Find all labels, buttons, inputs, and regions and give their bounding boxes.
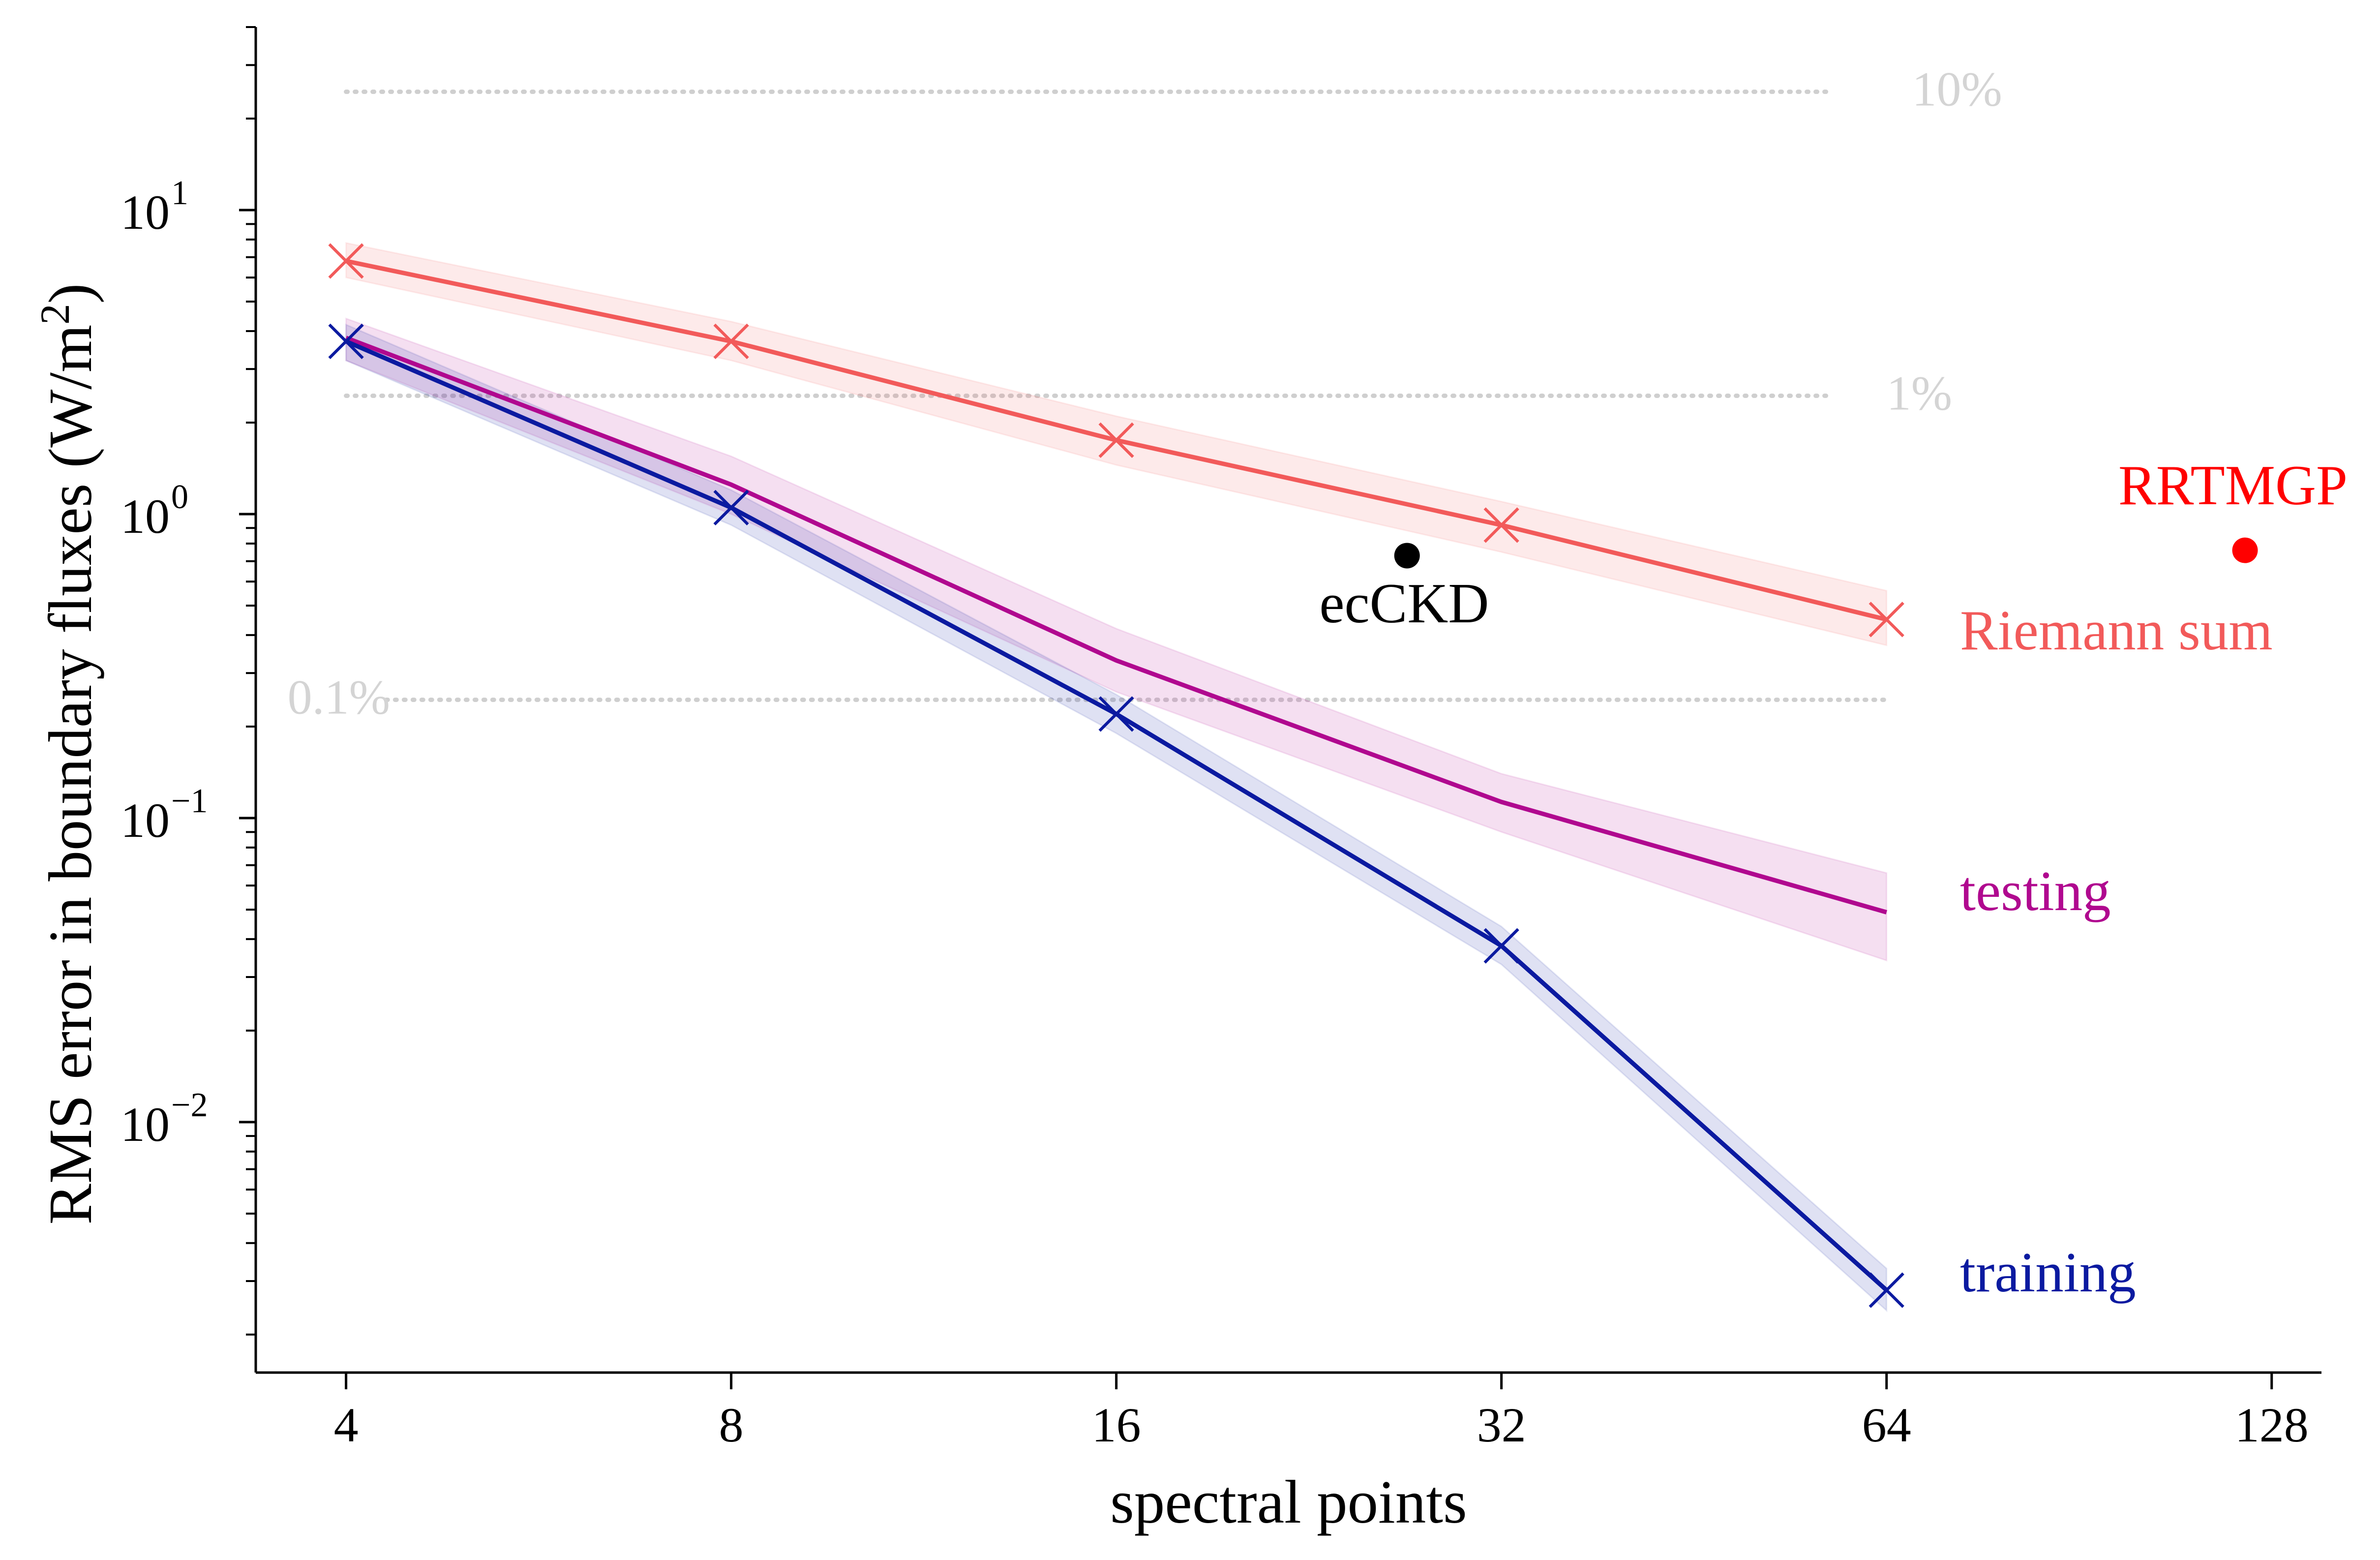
- point-label-rrtmgp: RRTMGP: [2118, 454, 2348, 517]
- x-tick-label-1: 8: [719, 1398, 744, 1452]
- marker-2-1: [713, 489, 749, 526]
- y-tick-label-1: 10: [121, 489, 170, 544]
- x-tick-label-5: 128: [2235, 1398, 2309, 1452]
- y-tick-exp-2: −1: [171, 782, 208, 820]
- band-2: [345, 323, 1888, 1313]
- y-tick-label-3: 10: [121, 1097, 170, 1152]
- series-label-2: training: [1960, 1241, 2136, 1304]
- series-label-0: Riemann sum: [1960, 599, 2273, 662]
- x-tick-label-0: 4: [334, 1398, 359, 1452]
- labels: spectral points RMS error in boundary flu…: [32, 283, 2348, 1536]
- marker-2-4: [1868, 1272, 1904, 1308]
- marker-0-4: [1868, 602, 1904, 638]
- marker-2-0: [328, 323, 364, 359]
- reference-line-label-2: 0.1%: [288, 670, 390, 724]
- x-axis-label: spectral points: [1110, 1468, 1467, 1536]
- series-label-1: testing: [1960, 860, 2111, 922]
- y-tick-exp-3: −2: [171, 1086, 208, 1124]
- point-label-ecckd: ecCKD: [1320, 572, 1489, 635]
- reference-points: [1394, 537, 2258, 569]
- y-axis-label-main: RMS error in boundary fluxes (W/m: [37, 325, 105, 1225]
- series-line-1: [345, 336, 1887, 915]
- confidence-bands: [345, 242, 1888, 1313]
- marker-0-1: [713, 323, 749, 359]
- point-ecckd: [1394, 543, 1420, 569]
- band-1: [345, 317, 1888, 962]
- marker-0-3: [1483, 507, 1519, 543]
- y-tick-exp-1: 0: [171, 478, 188, 516]
- marker-0-2: [1098, 422, 1134, 458]
- x-tick-label-4: 64: [1862, 1398, 1911, 1452]
- y-axis-label: RMS error in boundary fluxes (W/m2): [32, 283, 105, 1225]
- series-markers: [328, 243, 1904, 1308]
- marker-0-0: [328, 243, 364, 279]
- y-axis-label-suffix: ): [37, 283, 105, 304]
- y-tick-label-2: 10: [121, 793, 170, 848]
- y-tick-exp-0: 1: [171, 174, 188, 212]
- y-tick-label-0: 10: [121, 185, 170, 240]
- marker-2-2: [1098, 696, 1134, 732]
- point-rrtmgp: [2232, 537, 2258, 563]
- x-tick-label-2: 16: [1092, 1398, 1141, 1452]
- marker-2-3: [1483, 928, 1519, 964]
- y-axis-label-superscript: 2: [32, 304, 78, 325]
- reference-lines: 10% 1% 0.1%: [288, 62, 2002, 725]
- x-tick-label-3: 32: [1477, 1398, 1526, 1452]
- reference-line-label-0: 10%: [1912, 62, 2002, 117]
- reference-line-label-1: 1%: [1887, 366, 1952, 421]
